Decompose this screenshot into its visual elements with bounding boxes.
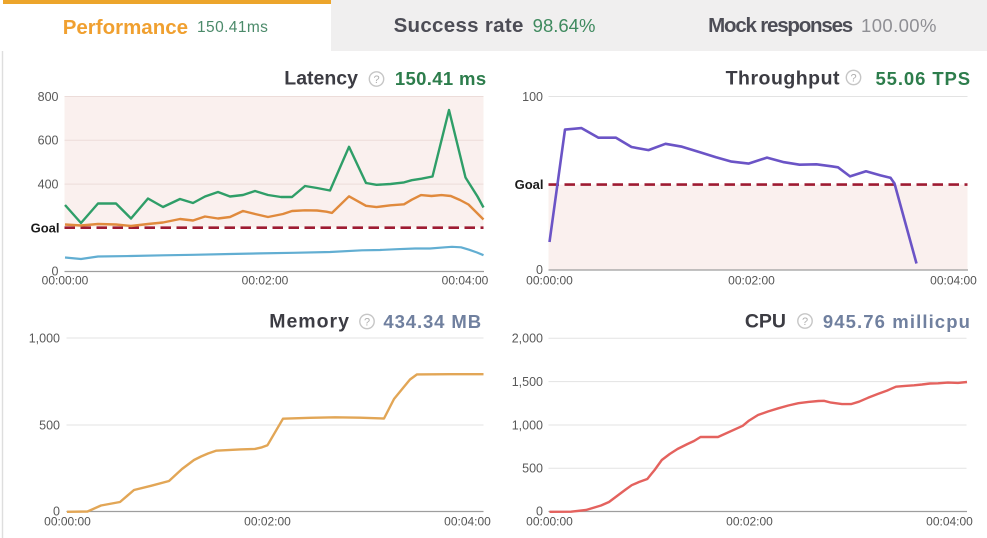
svg-text:00:00:00: 00:00:00 (42, 274, 89, 288)
svg-text:Goal: Goal (515, 177, 544, 192)
svg-text:0: 0 (536, 263, 543, 277)
svg-text:?: ? (373, 74, 379, 86)
svg-text:?: ? (850, 72, 856, 84)
svg-text:100: 100 (522, 90, 543, 104)
svg-text:500: 500 (39, 418, 60, 432)
svg-text:00:02:00: 00:02:00 (244, 515, 291, 529)
svg-text:500: 500 (522, 462, 543, 476)
svg-text:00:02:00: 00:02:00 (242, 274, 289, 288)
svg-text:?: ? (802, 316, 808, 328)
svg-text:00:02:00: 00:02:00 (728, 274, 775, 288)
svg-text:800: 800 (38, 90, 59, 104)
svg-text:00:02:00: 00:02:00 (726, 515, 773, 529)
svg-text:00:00:00: 00:00:00 (44, 515, 91, 529)
svg-text:600: 600 (38, 134, 59, 148)
svg-text:150.41 ms: 150.41 ms (395, 68, 487, 89)
svg-text:00:04:00: 00:04:00 (930, 274, 977, 288)
svg-text:0: 0 (52, 265, 59, 279)
svg-text:1,500: 1,500 (512, 375, 543, 389)
svg-text:00:04:00: 00:04:00 (442, 274, 489, 288)
svg-text:Latency: Latency (284, 68, 358, 90)
svg-text:CPU: CPU (745, 311, 786, 333)
svg-text:0: 0 (53, 505, 60, 519)
svg-text:400: 400 (38, 177, 59, 191)
svg-text:00:00:00: 00:00:00 (526, 274, 573, 288)
svg-text:2,000: 2,000 (512, 332, 543, 346)
svg-text:945.76 millicpu: 945.76 millicpu (823, 311, 971, 332)
svg-text:00:04:00: 00:04:00 (926, 515, 973, 529)
svg-text:Throughput: Throughput (726, 68, 840, 90)
svg-text:?: ? (364, 316, 370, 328)
svg-text:434.34 MB: 434.34 MB (383, 311, 482, 332)
svg-text:00:00:00: 00:00:00 (526, 515, 573, 529)
svg-text:55.06 TPS: 55.06 TPS (875, 68, 971, 89)
svg-text:1,000: 1,000 (512, 418, 543, 432)
svg-text:0: 0 (536, 505, 543, 519)
svg-text:Memory: Memory (269, 311, 350, 333)
svg-text:Goal: Goal (31, 220, 60, 235)
svg-text:00:04:00: 00:04:00 (444, 515, 491, 529)
svg-text:1,000: 1,000 (29, 331, 60, 345)
